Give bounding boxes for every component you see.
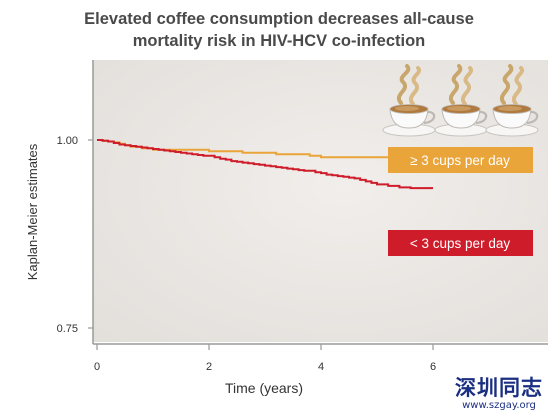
legend-high-coffee: ≥ 3 cups per day	[388, 147, 533, 173]
legend-low-coffee-label: < 3 cups per day	[410, 236, 510, 251]
series-low-coffee-line	[97, 139, 433, 190]
chart-title-line-2: mortality risk in HIV-HCV co-infection	[132, 32, 426, 50]
watermark-url: www.szgay.org	[462, 400, 536, 411]
x-tick-label: 6	[430, 361, 436, 373]
x-tick-label: 2	[206, 361, 212, 373]
coffee-cup-icon	[434, 64, 488, 137]
legend-high-coffee-box	[388, 147, 533, 173]
legend-low-coffee: < 3 cups per day	[388, 230, 533, 256]
watermark-text: 深圳同志	[455, 376, 543, 400]
chart-title-line-1: Elevated coffee consumption decreases al…	[84, 10, 474, 28]
km-curves	[97, 139, 433, 190]
x-tick-label: 0	[94, 361, 100, 373]
y-axis-ticks: 1.00 0.75	[57, 135, 93, 335]
x-tick-label: 4	[318, 361, 324, 373]
coffee-cup-icon	[485, 64, 539, 137]
x-axis-label: Time (years)	[225, 380, 303, 396]
plot-background	[93, 60, 548, 342]
y-axis-label: Kaplan-Meier estimates	[25, 143, 40, 280]
chart-title: Elevated coffee consumption decreases al…	[0, 8, 558, 52]
legend-high-coffee-label: ≥ 3 cups per day	[410, 153, 510, 168]
coffee-cup-icon	[382, 64, 436, 137]
y-tick-label: 0.75	[57, 323, 78, 335]
watermark: 深圳同志 www.szgay.org	[444, 376, 554, 412]
legend-low-coffee-box	[388, 230, 533, 256]
coffee-cups	[382, 64, 539, 137]
y-tick-label: 1.00	[57, 135, 78, 147]
x-axis-ticks: 0 2 4 6	[94, 344, 436, 373]
